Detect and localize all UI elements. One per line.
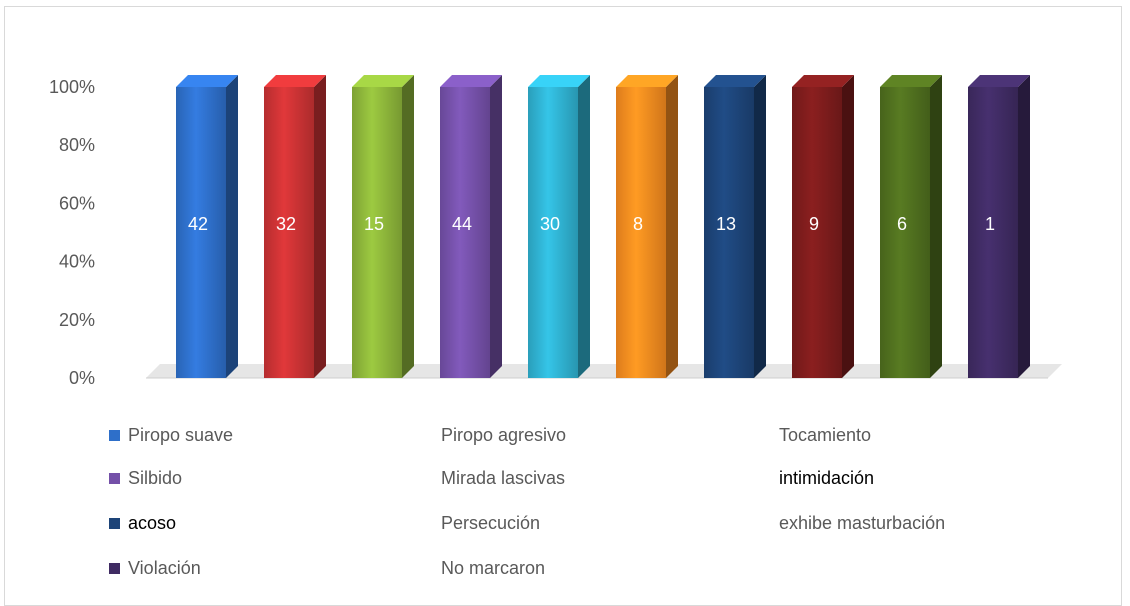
- legend-label: Persecución: [441, 513, 541, 533]
- data-label: 13: [716, 214, 736, 234]
- bar-side: [578, 75, 590, 378]
- bar-side: [314, 75, 326, 378]
- data-label: 32: [276, 214, 296, 234]
- y-tick-label: 0%: [69, 368, 95, 388]
- legend-entry: No marcaron: [441, 558, 545, 579]
- bar-front: [792, 87, 842, 378]
- bar-top: [264, 75, 326, 87]
- legend-entry: Violación: [109, 558, 201, 579]
- bar-front: [616, 87, 666, 378]
- bar-side: [930, 75, 942, 378]
- legend-entry: Piropo suave: [109, 425, 233, 446]
- legend-swatch: [109, 473, 120, 484]
- bar: [704, 75, 766, 378]
- bar-side: [490, 75, 502, 378]
- legend-label: Piropo agresivo: [441, 425, 567, 445]
- data-label: 42: [188, 214, 208, 234]
- data-label: 1: [985, 214, 995, 234]
- y-tick-label: 80%: [59, 135, 95, 155]
- legend-swatch: [109, 518, 120, 529]
- y-tick-label: 60%: [59, 193, 95, 213]
- bar-top: [792, 75, 854, 87]
- bar-top: [968, 75, 1030, 87]
- legend-entry: Persecución: [441, 513, 540, 534]
- bar-side: [1018, 75, 1030, 378]
- bar: [792, 75, 854, 378]
- bar-front: [176, 87, 226, 378]
- data-label: 44: [452, 214, 472, 234]
- legend-label: Tocamiento: [779, 425, 872, 445]
- bar-side: [402, 75, 414, 378]
- bar-front: [528, 87, 578, 378]
- bar: [440, 75, 502, 378]
- bar-top: [440, 75, 502, 87]
- legend-label: Silbido: [128, 468, 183, 488]
- bar-front: [880, 87, 930, 378]
- bar-top: [616, 75, 678, 87]
- bar-top: [704, 75, 766, 87]
- bar-front: [352, 87, 402, 378]
- legend-entry: intimidación: [779, 468, 874, 489]
- bar: [616, 75, 678, 378]
- y-tick-label: 100%: [49, 77, 95, 97]
- bar-side: [226, 75, 238, 378]
- legend-swatch: [109, 563, 120, 574]
- y-tick-label: 20%: [59, 310, 95, 330]
- chart-frame: 0% 20% 40% 60% 80% 100% 42 32 15 44 30 8 13 9 6 1 Piro…: [4, 6, 1122, 606]
- bar-front: [968, 87, 1018, 378]
- bar: [176, 75, 238, 378]
- legend-label: Piropo suave: [128, 425, 234, 445]
- bar: [264, 75, 326, 378]
- bar-top: [528, 75, 590, 87]
- bar-chart: 0% 20% 40% 60% 80% 100% 42 32 15 44 30 8 13 9 6 1: [49, 75, 1062, 388]
- bar: [968, 75, 1030, 378]
- legend-entry: Mirada lascivas: [441, 468, 565, 489]
- legend-entry: acoso: [109, 513, 176, 534]
- data-label: 9: [809, 214, 819, 234]
- bar-front: [440, 87, 490, 378]
- legend-entry: Tocamiento: [779, 425, 871, 446]
- bar: [352, 75, 414, 378]
- legend-entry: Piropo agresivo: [441, 425, 566, 446]
- bar-top: [176, 75, 238, 87]
- y-tick-label: 40%: [59, 252, 95, 272]
- bar: [880, 75, 942, 378]
- data-label: 15: [364, 214, 384, 234]
- bar-side: [666, 75, 678, 378]
- bar-side: [842, 75, 854, 378]
- legend-label: exhibe masturbación: [779, 513, 946, 533]
- legend-entry: Silbido: [109, 468, 182, 489]
- bar-top: [352, 75, 414, 87]
- bar: [528, 75, 590, 378]
- legend-entry: exhibe masturbación: [779, 513, 945, 534]
- legend-swatch: [109, 430, 120, 441]
- bar-side: [754, 75, 766, 378]
- legend-label: Violación: [128, 558, 201, 578]
- legend-label: acoso: [128, 513, 177, 533]
- data-label: 30: [540, 214, 560, 234]
- bar-front: [704, 87, 754, 378]
- bar-top: [880, 75, 942, 87]
- bar-front: [264, 87, 314, 378]
- data-label: 6: [897, 214, 907, 234]
- legend-label: No marcaron: [441, 558, 546, 578]
- legend-label: intimidación: [779, 468, 875, 488]
- data-label: 8: [633, 214, 643, 234]
- legend-label: Mirada lascivas: [441, 468, 566, 488]
